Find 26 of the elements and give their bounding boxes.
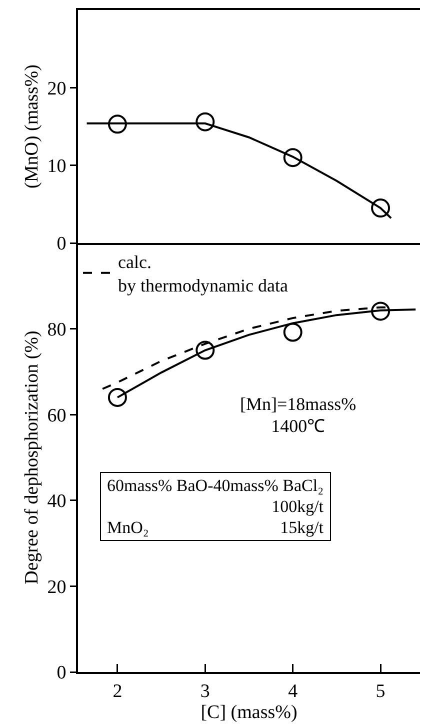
y-tick-label: 20: [47, 576, 66, 598]
x-tick-label: 4: [288, 680, 298, 702]
point: [108, 114, 127, 134]
x-tick-label: 5: [376, 680, 386, 702]
point: [371, 198, 390, 218]
point: [196, 112, 215, 132]
x-tick-label: 2: [112, 680, 122, 702]
y-tick-label: 60: [47, 405, 66, 426]
annotation: [Mn]=18mass% 1400℃: [240, 393, 356, 437]
point: [283, 148, 302, 168]
point: [371, 302, 390, 321]
y-tick-label: 0: [56, 662, 66, 684]
y-tick-label: 80: [47, 319, 66, 340]
y-axis-title: Degree of dephosphorization (%): [22, 330, 43, 584]
x-axis-title: [C] (mass%): [200, 702, 298, 723]
point: [196, 340, 215, 360]
y-tick-label: 40: [47, 491, 66, 512]
legend-label: calc. by thermodynamic data: [118, 252, 288, 296]
y-tick-label: 10: [47, 156, 66, 177]
point: [283, 322, 302, 342]
y-tick-label: 0: [56, 234, 66, 255]
text: 60mass% BaO-40mass% BaCl₂ 100kg/t MnO₂ 15kg/t: [107, 476, 324, 537]
point: [108, 388, 127, 407]
y-axis-title: (MnO) (mass%): [22, 64, 43, 189]
x-tick-label: 3: [200, 680, 210, 702]
y-tick-label: 20: [47, 78, 66, 100]
